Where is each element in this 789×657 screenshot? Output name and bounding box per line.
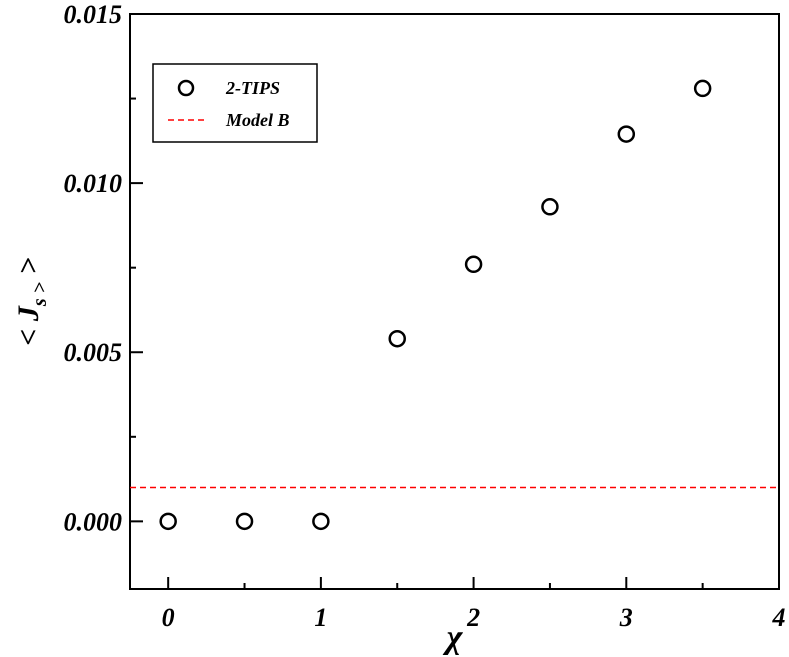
x-tick-label: 1 — [314, 603, 327, 632]
data-point-2-tips — [388, 329, 406, 348]
y-tick-label: 0.010 — [64, 169, 123, 198]
x-tick-label: 3 — [619, 603, 633, 632]
data-point-2-tips — [617, 125, 636, 143]
x-tick-label: 4 — [772, 603, 786, 632]
y-tick-label: 0.015 — [64, 0, 123, 29]
data-point-2-tips — [235, 512, 254, 531]
legend-box — [152, 63, 318, 143]
plot-frame-group — [129, 13, 780, 590]
y-tick-label: 0.000 — [64, 507, 123, 536]
x-tick-label: 2 — [466, 603, 480, 632]
x-axis-title: χ — [443, 619, 464, 656]
axis-labels-group: χ < Js > > — [12, 257, 464, 656]
y-axis-title: < Js > > — [12, 257, 51, 345]
legend: 2-TIPS Model B — [152, 63, 318, 143]
legend-label-2-tips: 2-TIPS — [225, 78, 280, 98]
series-group — [130, 79, 779, 531]
legend-marker-2-tips — [177, 79, 195, 97]
axis-ticks-group: 0 1 2 3 4 0.000 0.005 0.010 0.015 — [64, 0, 786, 632]
plot-frame — [129, 13, 780, 590]
legend-label-model-b: Model B — [225, 110, 290, 130]
y-tick-label: 0.005 — [64, 338, 123, 367]
data-point-2-tips — [159, 512, 177, 531]
data-point-2-tips — [312, 512, 330, 531]
data-point-2-tips — [541, 198, 559, 216]
data-point-2-tips — [693, 79, 712, 98]
data-point-2-tips — [464, 255, 483, 274]
x-tick-label: 0 — [162, 603, 175, 632]
